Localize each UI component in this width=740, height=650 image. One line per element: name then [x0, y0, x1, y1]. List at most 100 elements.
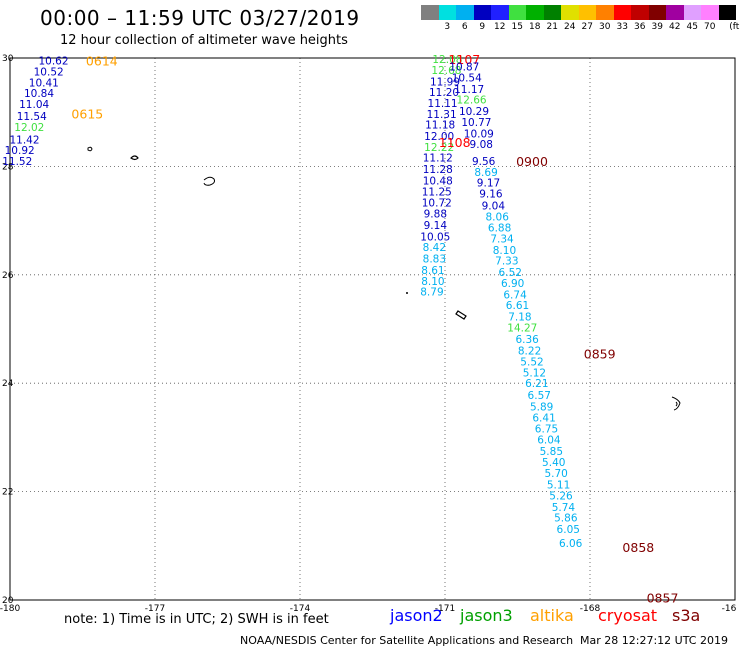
- legend-swatch: [543, 5, 561, 20]
- wave-height-value: 11.20: [429, 87, 459, 99]
- wave-height-value: 10.48: [423, 175, 453, 187]
- islands: [87, 146, 681, 411]
- generated-timestamp: Mar 28 12:27:12 UTC 2019: [580, 634, 728, 647]
- legend-swatch: [666, 5, 684, 20]
- island-outline: [406, 292, 408, 294]
- satellite-name: jason3: [460, 606, 513, 625]
- wave-height-value: 10.29: [459, 106, 489, 118]
- wave-height-value: 6.74: [503, 289, 527, 301]
- lon-tick-label: -180: [0, 604, 20, 614]
- wave-height-value: 8.79: [420, 287, 443, 299]
- wave-height-value: 5.26: [549, 490, 573, 502]
- wave-height-value: 6.36: [515, 334, 539, 346]
- map-subtitle: 12 hour collection of altimeter wave hei…: [60, 33, 348, 48]
- lat-tick-label: 22: [2, 488, 13, 498]
- footer-note: note: 1) Time is in UTC; 2) SWH is in fe…: [64, 612, 329, 627]
- pass-time-label: 0859: [584, 346, 616, 361]
- legend-label: 39: [651, 22, 663, 32]
- island-outline: [87, 146, 93, 152]
- wave-height-value: 9.56: [472, 156, 496, 168]
- wave-height-value: 6.52: [499, 267, 522, 279]
- wave-height-value: 8.61: [421, 265, 444, 277]
- legend-label: 12: [494, 22, 506, 32]
- legend-swatch: [596, 5, 614, 20]
- wave-height-value: 10.77: [461, 117, 491, 129]
- wave-height-value: 11.54: [17, 111, 47, 123]
- wave-height-value: 8.83: [423, 254, 446, 266]
- legend-label: 70: [704, 22, 716, 32]
- legend-swatch: [421, 5, 439, 20]
- lon-tick-label: -174: [290, 604, 311, 614]
- satellite-name: altika: [530, 606, 574, 625]
- legend-label: 36: [634, 22, 646, 32]
- wave-height-value: 11.31: [427, 109, 457, 121]
- legend-label: 15: [511, 22, 523, 32]
- legend-swatch: [473, 5, 491, 20]
- lat-tick-label: 30: [2, 54, 14, 64]
- legend-swatch: [648, 5, 666, 20]
- wave-height-value: 9.17: [477, 178, 500, 190]
- lon-tick-label: -16: [722, 604, 737, 614]
- legend-swatch: [718, 5, 736, 20]
- wave-height-value: 8.06: [486, 211, 510, 223]
- wave-height-value: 11.17: [454, 84, 484, 96]
- pass-time-label: 1107: [448, 52, 480, 67]
- wave-height-value: 12.22: [424, 142, 454, 154]
- wave-height-value: 6.90: [501, 278, 524, 290]
- wave-height-value: 6.61: [506, 300, 529, 312]
- wave-height-value: 5.40: [542, 457, 565, 469]
- wave-height-value: 11.42: [9, 134, 39, 146]
- wave-height-value: 14.27: [507, 322, 537, 334]
- wave-height-value: 10.84: [24, 88, 54, 100]
- wave-height-value: 8.10: [493, 245, 516, 257]
- lon-tick-label: -177: [145, 604, 165, 614]
- map-title: 00:00 – 11:59 UTC 03/27/2019: [40, 6, 360, 30]
- legend-swatch: [438, 5, 456, 20]
- legend-swatch: [491, 5, 509, 20]
- lon-tick-label: -168: [580, 604, 601, 614]
- pass-time-label: 0857: [647, 590, 679, 605]
- island-outline: [671, 396, 681, 411]
- wave-height-value: 6.06: [559, 538, 583, 550]
- wave-height-value: 8.42: [423, 242, 446, 254]
- satellite-name: jason2: [390, 606, 443, 625]
- wave-height-value: 7.33: [495, 256, 518, 268]
- island-outline: [203, 176, 215, 186]
- wave-height-value: 6.41: [532, 412, 555, 424]
- legend-swatch: [526, 5, 544, 20]
- wave-height-value: 10.41: [29, 77, 59, 89]
- legend-swatch: [508, 5, 526, 20]
- map-frame: [9, 57, 736, 601]
- wave-height-value: 10.05: [420, 231, 450, 243]
- lat-tick-label: 28: [2, 162, 14, 172]
- wave-height-value: 12.00: [424, 131, 454, 143]
- wave-height-value: 10.52: [34, 67, 64, 79]
- wave-height-value: 5.52: [520, 357, 543, 369]
- wave-height-value: 6.57: [528, 390, 551, 402]
- wave-height-value: 6.88: [488, 223, 511, 235]
- wave-height-value: 12.66: [457, 95, 487, 107]
- wave-height-value: 9.08: [470, 139, 493, 151]
- wave-height-value: 7.18: [508, 312, 531, 324]
- wave-height-value: 11.12: [423, 153, 453, 165]
- pass-time-label: 0900: [516, 154, 548, 169]
- wave-height-value: 10.72: [422, 198, 452, 210]
- wave-height-value: 10.87: [449, 62, 479, 74]
- wave-height-value: 12.08: [432, 54, 462, 66]
- pass-time-label: 0615: [71, 106, 103, 121]
- wave-height-value: 11.04: [19, 99, 49, 111]
- satellite-name: s3a: [672, 606, 701, 625]
- wave-height-value: 11.99: [430, 76, 460, 88]
- wave-height-value: 11.52: [2, 156, 32, 168]
- lon-tick-label: -171: [435, 604, 455, 614]
- wave-height-value: 7.34: [490, 233, 514, 245]
- legend-swatch: [683, 5, 701, 20]
- wave-height-value: 11.28: [423, 164, 453, 176]
- legend-label: 42: [669, 22, 681, 32]
- lat-tick-label: 26: [2, 271, 14, 281]
- wave-height-value: 11.11: [428, 98, 458, 110]
- pass-time-label: 0614: [86, 54, 118, 69]
- wave-height-value: 5.12: [523, 367, 546, 379]
- legend-swatch: [701, 5, 719, 20]
